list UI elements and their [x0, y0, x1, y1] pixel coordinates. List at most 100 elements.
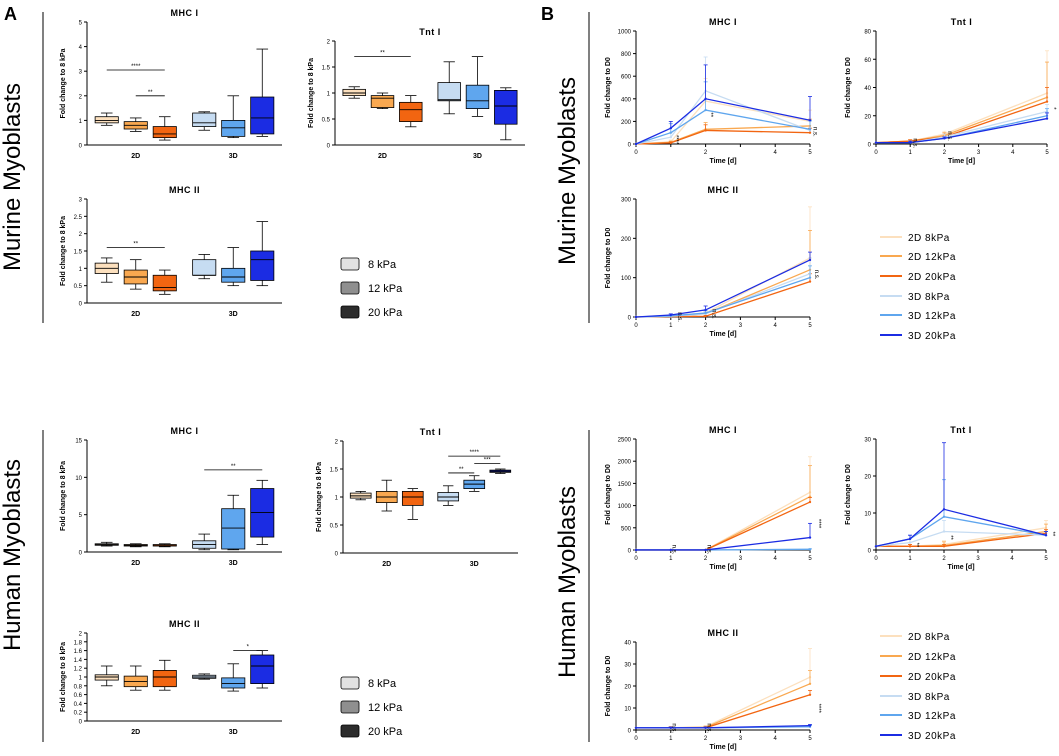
significance-label: ** [947, 535, 953, 540]
x-tick-label: 3 [976, 556, 980, 562]
box [192, 259, 217, 276]
data-point [808, 682, 812, 685]
data-point [634, 548, 638, 552]
x-tick-label: 5 [808, 150, 812, 156]
y-tick-label: 200 [621, 237, 632, 243]
y-tick-label: 1.5 [322, 66, 331, 72]
x-tick-label: 2 [942, 556, 946, 562]
x-tick-label: 0 [874, 150, 878, 156]
series-line [635, 109, 811, 145]
legend-label: 3D 12kPa [908, 711, 956, 722]
significance-label: n.s. [705, 723, 711, 733]
y-tick-label: 1 [79, 119, 83, 125]
x-axis-label: Time [d] [709, 564, 736, 571]
legend-swatch-20kpa [340, 305, 360, 319]
data-point [1045, 117, 1049, 120]
x-tick-label: 2D [131, 729, 140, 736]
row-label-murine-b: Murine Myoblasts [554, 77, 581, 265]
y-tick-label: 0 [628, 143, 632, 149]
data-point [808, 280, 812, 283]
y-tick-label: 0.5 [74, 284, 83, 290]
y-tick-label: 20 [624, 685, 631, 691]
significance-label: ** [707, 112, 713, 117]
box [370, 95, 395, 108]
x-tick-label: 3 [739, 556, 743, 562]
data-point [942, 515, 946, 518]
legend-label: 2D 8kPa [908, 632, 950, 643]
data-point [1044, 534, 1048, 537]
data-point [704, 97, 707, 101]
y-tick-label: 2 [79, 94, 83, 100]
significance-label: n.s. [711, 309, 717, 319]
box [152, 670, 177, 688]
chart-a_hum_tnt1: Tnt I 0 0.5 1 1.5 2 Fold change to 8 kPa 2D 3D **… [316, 427, 518, 568]
x-tick-label: 2 [704, 556, 708, 562]
significance-label: * [1050, 107, 1056, 110]
box [250, 96, 275, 135]
x-tick-label: 3D [229, 560, 238, 567]
y-tick-label: 0.2 [74, 711, 83, 717]
data-point [704, 311, 707, 315]
significance-label: ** [148, 90, 153, 96]
y-tick-label: 40 [864, 86, 871, 92]
data-point [634, 315, 638, 319]
y-tick-label: 0.6 [74, 693, 83, 699]
y-axis-label: Fold change to 8 kPa [308, 58, 315, 128]
data-point [669, 136, 672, 139]
x-tick-label: 3 [739, 736, 743, 742]
legend-swatch-12kpa [340, 700, 360, 714]
chart-b_hum_tnt1: Tnt I 0 10 20 30 0 1 2 3 4 5 Time [d] Fold change to… [845, 425, 1055, 571]
legend-b-murine: 2D 8kPa 2D 12kPa 2D 20kPa 3D 8kPa 3D 12k… [880, 233, 956, 342]
data-point [808, 500, 812, 504]
chart-title: MHC II [708, 185, 739, 195]
legend-a-human: 8 kPa 12 kPa 20 kPa [340, 676, 403, 738]
chart-b_hum_mhc1: MHC I 0 500 1000 1500 2000 2500 0 1 2 3 4 5 Time [d] F… [605, 425, 821, 571]
box [399, 101, 423, 123]
x-tick-label: 4 [774, 736, 778, 742]
y-tick-label: 1.5 [330, 468, 339, 474]
data-point [669, 131, 672, 134]
row-label-human-b: Human Myoblasts [554, 486, 581, 678]
x-tick-label: 2D [131, 153, 140, 160]
x-axis-label: Time [d] [709, 158, 736, 165]
y-tick-label: 30 [624, 663, 631, 669]
series-line [635, 129, 811, 145]
box [152, 126, 177, 139]
y-tick-label: 1.8 [74, 640, 83, 646]
y-axis-label: Fold change to D0 [845, 464, 852, 525]
y-tick-label: 3 [79, 198, 83, 204]
x-tick-label: 2D [131, 311, 140, 318]
x-tick-label: 3D [229, 311, 238, 318]
legend-label: 3D 20kPa [908, 331, 956, 342]
x-axis-label: Time [d] [947, 564, 974, 571]
data-point [808, 119, 812, 122]
y-tick-label: 2 [79, 632, 83, 638]
data-point [942, 530, 946, 533]
chart-title: Tnt I [420, 427, 442, 437]
y-axis-label: Fold change to 8 kPa [60, 48, 67, 118]
data-point [704, 726, 707, 729]
y-axis-label: Fold change to 8 kPa [60, 216, 67, 286]
x-tick-label: 5 [808, 556, 812, 562]
x-axis-label: Time [d] [948, 158, 975, 165]
legend-label: 12 kPa [368, 702, 403, 714]
y-tick-label: 1.2 [74, 667, 83, 673]
legend-label: 2D 12kPa [908, 252, 956, 263]
chart-b_mur_mhc1: MHC I 0 200 400 600 800 1000 0 2 4 5 Time [d] Fold c… [605, 17, 817, 165]
significance-label: * [247, 645, 250, 651]
y-tick-label: 1 [79, 267, 83, 273]
y-tick-label: 0.4 [74, 702, 83, 708]
data-point [908, 541, 912, 544]
y-tick-label: 1 [335, 496, 339, 502]
series-line [875, 101, 1048, 144]
series-line [636, 501, 811, 551]
chart-title: MHC II [169, 185, 200, 195]
x-tick-label: 2 [704, 323, 708, 329]
significance-label: ** [1049, 532, 1055, 537]
x-tick-label: 2 [943, 150, 947, 156]
legend-a-murine: 8 kPa 12 kPa 20 kPa [340, 257, 403, 319]
y-tick-label: 0 [79, 144, 83, 150]
legend-label: 2D 20kPa [908, 672, 956, 683]
series-line [875, 96, 1048, 144]
